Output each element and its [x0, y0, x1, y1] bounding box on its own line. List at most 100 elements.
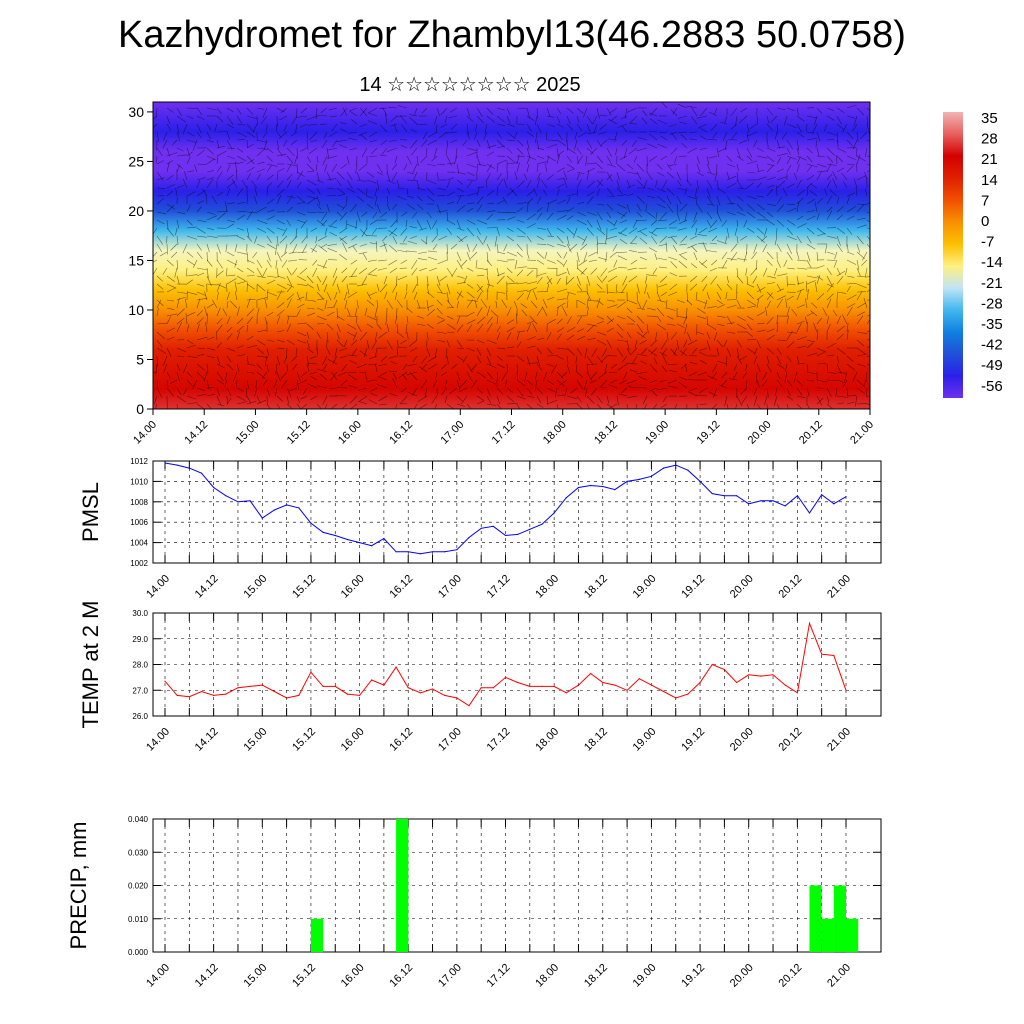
wind-barb	[786, 123, 797, 129]
temperature-point	[444, 694, 446, 697]
wind-barb	[639, 256, 648, 261]
wind-barb	[310, 248, 318, 253]
wind-barb	[866, 169, 870, 173]
wind-barb	[196, 323, 200, 333]
wind-barb	[836, 355, 840, 364]
wind-barb	[286, 293, 295, 301]
time-tick-label: 20.12	[797, 419, 825, 447]
wind-barb	[236, 201, 246, 205]
wind-barb	[806, 137, 818, 141]
wind-barb	[805, 316, 808, 325]
wind-barb	[566, 355, 569, 364]
wind-barb	[396, 307, 398, 318]
wind-barb	[816, 329, 819, 341]
wind-barb	[431, 155, 438, 162]
wind-barb	[546, 296, 555, 301]
wind-barb	[836, 402, 845, 405]
wind-barb	[680, 363, 688, 369]
wind-barb	[288, 251, 298, 254]
wind-barb	[776, 371, 781, 379]
wind-barb	[444, 115, 448, 123]
wind-barb	[496, 315, 499, 325]
temperature-point	[529, 685, 531, 688]
wind-barb	[596, 188, 600, 197]
wind-barb	[826, 115, 835, 121]
wind-barb	[816, 227, 826, 235]
wind-barb	[776, 339, 787, 341]
wind-barb	[376, 283, 380, 292]
wind-barb	[726, 182, 737, 189]
wind-barb	[266, 243, 276, 249]
x-tick-label: 20.12	[777, 573, 805, 601]
wind-barb	[336, 386, 348, 389]
wind-barb	[456, 347, 465, 350]
wind-barb	[496, 272, 505, 277]
wind-barb	[826, 379, 838, 381]
wind-barb	[286, 339, 295, 345]
wind-barb	[196, 163, 207, 165]
pmsl-point	[687, 469, 689, 471]
wind-barb	[829, 189, 838, 197]
wind-barb	[546, 174, 554, 181]
wind-barb	[428, 256, 438, 261]
wind-barb	[466, 251, 471, 261]
wind-barb	[726, 403, 729, 409]
wind-barb	[546, 115, 555, 118]
wind-barb	[156, 211, 167, 215]
wind-barb	[396, 299, 403, 308]
wind-barb	[536, 395, 542, 404]
wind-barb	[400, 387, 408, 393]
wind-barb	[455, 147, 458, 159]
wind-barb	[690, 235, 698, 240]
wind-barb	[617, 251, 628, 253]
wind-barb	[316, 115, 328, 117]
wind-barb	[216, 139, 220, 148]
colorbar-label: -56	[981, 378, 1003, 395]
wind-barb	[736, 267, 739, 277]
wind-barb	[590, 371, 598, 380]
wind-barb	[650, 219, 658, 226]
wind-barb	[406, 315, 409, 324]
wind-barb	[709, 219, 718, 229]
wind-barb	[236, 147, 244, 153]
wind-barb	[560, 371, 568, 379]
wind-barb	[450, 243, 458, 250]
wind-barb	[546, 363, 554, 367]
wind-barb	[776, 123, 779, 134]
wind-barb	[307, 123, 318, 126]
wind-barb	[326, 147, 329, 159]
wind-barb	[166, 204, 175, 213]
wind-barb	[389, 244, 398, 253]
wind-barb	[436, 187, 447, 191]
wind-barb	[486, 387, 491, 397]
y-tick-label: 1010	[130, 477, 148, 486]
wind-barb	[436, 299, 443, 306]
wind-barb	[766, 188, 774, 197]
wind-barb	[689, 283, 698, 291]
wind-barb	[618, 232, 628, 237]
wind-barb	[226, 274, 236, 277]
wind-barb	[576, 251, 580, 263]
wind-barb	[796, 290, 802, 301]
wind-barb	[319, 123, 328, 126]
wind-barb	[556, 183, 565, 189]
temperature-point	[614, 684, 616, 686]
wind-barb	[566, 347, 575, 356]
wind-barb	[349, 360, 358, 365]
height-tick-label: 30	[128, 104, 144, 120]
wind-barb	[330, 219, 338, 226]
wind-barb	[826, 283, 834, 288]
temperature-point	[808, 622, 811, 624]
wind-barb	[546, 143, 558, 149]
wind-barb	[206, 170, 214, 173]
wind-barb	[300, 107, 308, 114]
wind-barb	[436, 331, 447, 334]
wind-barb	[226, 219, 235, 223]
wind-barb	[696, 163, 701, 173]
wind-barb	[186, 251, 194, 258]
wind-barb	[806, 342, 814, 349]
wind-barb	[776, 379, 783, 387]
wind-barb	[262, 379, 268, 386]
wind-barb	[836, 395, 848, 398]
